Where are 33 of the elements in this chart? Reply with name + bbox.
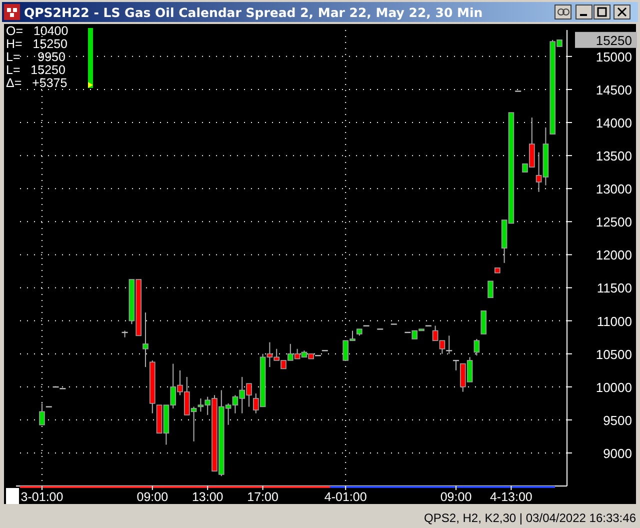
annotation: H= 15250 [6,37,68,51]
x-tick-label: 4-01:00 [324,490,367,504]
y-tick-label: 13500 [596,148,632,164]
y-tick-label: 12500 [596,214,632,230]
y-tick-label: 9000 [603,446,632,461]
x-tick-label: 09:00 [136,490,168,504]
candlestick [39,402,45,426]
text: QPS2, H2, K2,30 | 03/04/2022 16:33:46 [424,511,636,525]
candlestick [488,280,494,298]
y-tick-label: 14500 [596,82,632,98]
text: 15250 [596,32,632,48]
y-tick-label: 11500 [596,280,632,296]
chart-title: QPS2H22 - LS Gas Oil Calendar Spread 2, Mar 22, May 22, 30 Min [24,5,483,20]
annotation: O= 10400 [6,24,68,38]
x-tick-label: 3-01:00 [20,490,64,504]
y-tick-label: 15000 [596,49,632,64]
y-tick-label: 10000 [596,380,632,395]
x-tick-label: 4-13:00 [490,490,532,504]
y-tick-label: 10500 [596,346,632,362]
y-tick-label: 9500 [603,412,632,428]
candlestick [142,312,148,368]
x-tick-label: 17:00 [247,490,278,504]
candlestick [480,310,486,334]
annotation: Δ= +5375 [6,76,68,90]
y-tick-label: 12000 [596,248,632,263]
y-tick-label: 13000 [596,182,632,197]
x-tick-label: 09:00 [440,490,472,504]
annotation: L= 9950 [6,50,66,64]
annotation: L= 15250 [6,63,66,77]
y-tick-label: 14000 [596,116,632,131]
candlestick [474,338,480,356]
y-tick-label: 11000 [596,314,632,329]
x-tick-label: 13:00 [192,490,224,504]
